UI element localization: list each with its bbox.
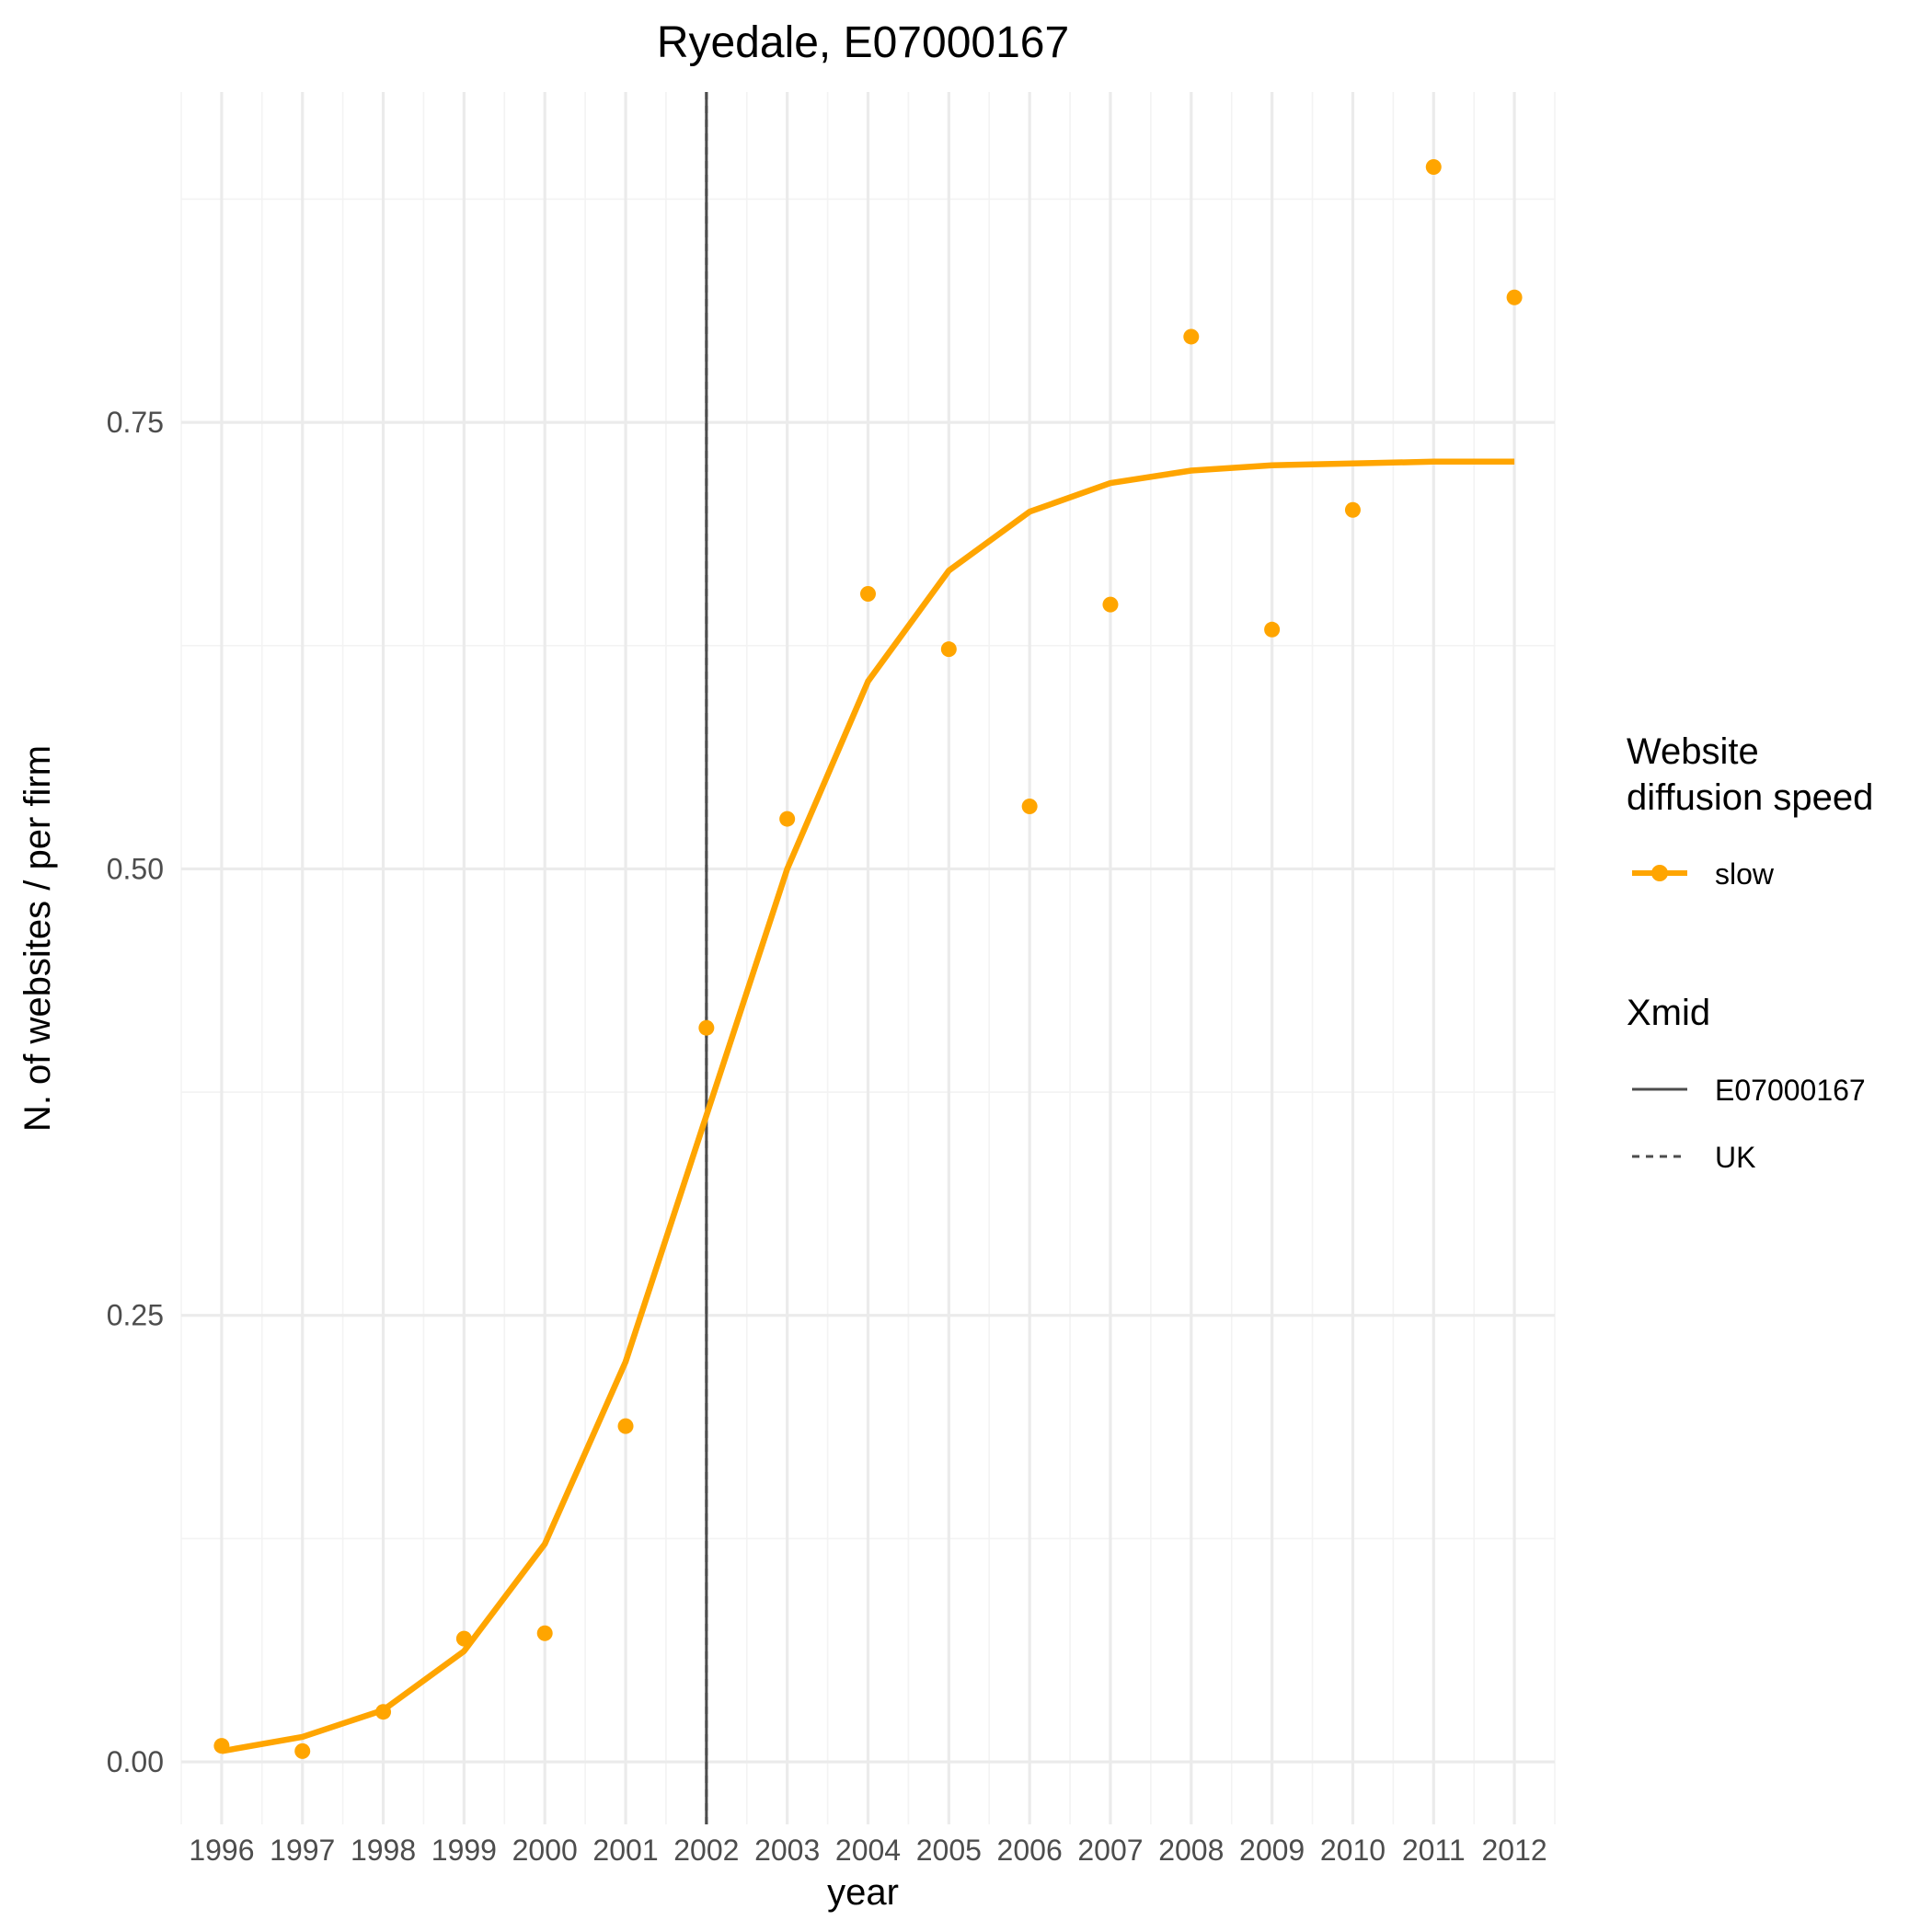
- legend-label-e07000167: E07000167: [1715, 1074, 1866, 1107]
- data-point-2009: [1264, 621, 1281, 638]
- x-tick-label: 1997: [270, 1834, 335, 1867]
- x-tick-label: 2005: [916, 1834, 982, 1867]
- legend: Website diffusion speed slow Xmid E07000…: [1627, 731, 1873, 1174]
- legend-label-slow: slow: [1715, 857, 1775, 891]
- legend-speed-title-line2: diffusion speed: [1627, 777, 1873, 818]
- data-point-2002: [698, 1019, 715, 1036]
- data-point-2003: [779, 811, 796, 827]
- x-tick-label: 2001: [592, 1834, 658, 1867]
- y-tick-label: 0.75: [107, 406, 164, 439]
- data-point-1996: [213, 1738, 230, 1754]
- data-point-2010: [1344, 501, 1361, 518]
- x-axis-title: year: [827, 1872, 899, 1913]
- x-tick-label: 2008: [1158, 1834, 1224, 1867]
- data-point-1997: [294, 1742, 311, 1759]
- x-tick-label: 2003: [754, 1834, 820, 1867]
- series-slow-fitted-line: [221, 458, 1515, 1754]
- legend-speed-title-line1: Website: [1627, 731, 1759, 772]
- x-tick-label: 1999: [431, 1834, 497, 1867]
- data-point-2001: [617, 1418, 634, 1434]
- data-series: [213, 159, 1523, 1759]
- x-tick-label: 2009: [1239, 1834, 1305, 1867]
- data-point-2000: [536, 1625, 553, 1641]
- data-point-2011: [1425, 159, 1442, 176]
- x-tick-label: 2011: [1402, 1834, 1466, 1867]
- legend-key-slow: [1632, 865, 1687, 881]
- y-tick-label: 0.00: [107, 1745, 164, 1778]
- x-tick-label: 2002: [673, 1834, 739, 1867]
- x-tick-label: 2000: [512, 1834, 578, 1867]
- x-tick-label: 2012: [1481, 1834, 1547, 1867]
- x-tick-label: 1996: [189, 1834, 254, 1867]
- data-point-2008: [1183, 328, 1200, 345]
- x-tick-label: 2006: [997, 1834, 1063, 1867]
- data-point-2004: [860, 585, 876, 602]
- data-point-2012: [1506, 289, 1523, 305]
- y-tick-label: 0.50: [107, 852, 164, 885]
- x-tick-label: 2010: [1320, 1834, 1386, 1867]
- y-axis-ticks: 0.00 0.25 0.50 0.75: [107, 406, 164, 1778]
- data-point-1999: [455, 1630, 472, 1647]
- legend-xmid-title: Xmid: [1627, 993, 1710, 1033]
- legend-slow-point-swatch: [1651, 865, 1668, 881]
- data-point-1998: [375, 1704, 392, 1720]
- data-point-2005: [940, 641, 957, 658]
- data-point-2006: [1021, 798, 1038, 814]
- chart-title: Ryedale, E07000167: [657, 18, 1069, 67]
- x-axis-ticks: 1996 1997 1998 1999 2000 2001 2002 2003 2004 2005…: [189, 1834, 1547, 1867]
- x-tick-label: 2004: [835, 1834, 901, 1867]
- x-tick-label: 2007: [1077, 1834, 1143, 1867]
- y-axis-title: N. of websites / per firm: [17, 745, 58, 1132]
- x-tick-label: 1998: [351, 1834, 416, 1867]
- legend-label-uk: UK: [1715, 1141, 1755, 1174]
- y-tick-label: 0.25: [107, 1299, 164, 1332]
- data-point-2007: [1102, 596, 1119, 613]
